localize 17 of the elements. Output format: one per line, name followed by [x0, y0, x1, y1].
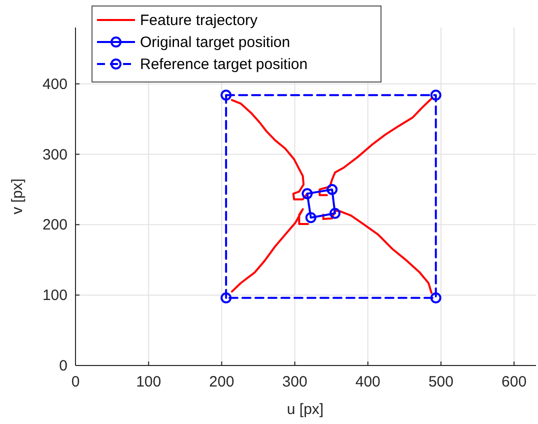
- legend-label: Feature trajectory: [140, 12, 258, 29]
- x-tick-label: 600: [502, 374, 527, 390]
- x-tick-label: 200: [209, 374, 234, 390]
- x-tick-label: 0: [71, 374, 80, 390]
- y-tick-label: 100: [42, 287, 68, 304]
- y-tick-label: 0: [59, 358, 68, 374]
- x-tick-label: 300: [282, 374, 308, 390]
- legend-label: Reference target position: [140, 56, 308, 73]
- y-axis-title: v [px]: [9, 178, 26, 214]
- x-tick-label: 400: [355, 374, 380, 390]
- y-tick-label: 400: [42, 76, 68, 93]
- x-tick-label: 100: [136, 374, 162, 390]
- y-tick-label: 200: [42, 216, 68, 234]
- x-axis-title: u [px]: [286, 401, 324, 418]
- y-tick-label: 300: [42, 146, 68, 164]
- legend-label: Original target position: [140, 34, 290, 51]
- x-tick-label: 500: [428, 374, 454, 390]
